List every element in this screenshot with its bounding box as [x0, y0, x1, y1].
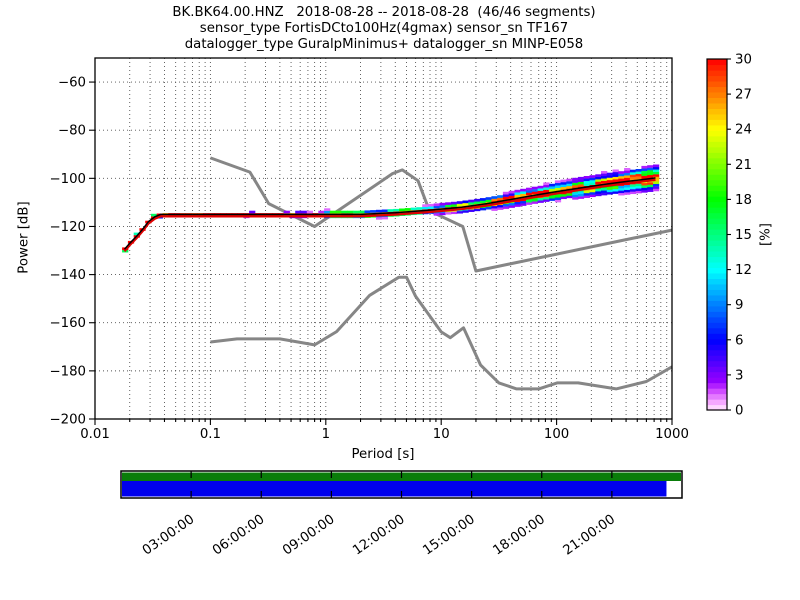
timeline-tick-label: 15:00:00	[420, 512, 478, 559]
nhnm-curve	[209, 156, 673, 273]
y-axis-label: Power [dB]	[16, 201, 32, 274]
y-tick-label: −140	[49, 268, 86, 283]
x-tick-label: 1000	[655, 427, 689, 442]
sensor-subtitle: sensor_type FortisDCto100Hz(4gmax) senso…	[199, 21, 569, 36]
x-tick-label: 1	[322, 427, 330, 442]
timeline-tick-label: 18:00:00	[491, 512, 549, 559]
figure-title: BK.BK64.00.HNZ 2018-08-28 -- 2018-08-28 …	[172, 5, 596, 20]
plot-border	[94, 57, 673, 420]
timeline-tick-label: 12:00:00	[350, 512, 408, 559]
axis-tick-labels: 0.01 0.1 1 10 100 1000 −60 −80 −100 −120 −140 −160 −…	[49, 76, 688, 442]
x-tick-label: 0.01	[80, 427, 110, 442]
timeline-coverage-bar: 03:00:00 06:00:00 09:00:00 12:00:00 15:00:00…	[120, 470, 683, 559]
timeline-data-row	[122, 481, 667, 497]
colorbar-tick-label: 6	[735, 333, 743, 348]
colorbar-tick-label: 3	[735, 368, 743, 383]
axis-ticks	[89, 81, 673, 425]
nlnm-curve	[210, 275, 673, 391]
psd-max-line	[123, 178, 656, 252]
x-tick-label: 10	[433, 427, 450, 442]
noise-model-curves	[209, 156, 673, 391]
colorbar: 0 3 6 9 12 15 18 21 24 27 30	[706, 53, 752, 419]
colorbar-label: [%]	[758, 223, 774, 247]
colorbar-tick-label: 21	[735, 158, 752, 173]
y-tick-label: −120	[49, 220, 86, 235]
y-tick-label: −100	[49, 172, 86, 187]
grid-lines	[94, 58, 673, 419]
colorbar-tick-label: 24	[735, 123, 752, 138]
psd-mode-lines	[123, 177, 656, 252]
y-tick-label: −180	[49, 364, 86, 379]
colorbar-tick-label: 30	[735, 53, 752, 68]
datalogger-subtitle: datalogger_type GuralpMinimus+ datalogge…	[184, 37, 584, 52]
timeline-tick-label: 21:00:00	[561, 512, 619, 559]
y-tick-label: −80	[58, 124, 86, 139]
colorbar-tick-label: 12	[735, 263, 752, 278]
timeline-tick-label: 03:00:00	[140, 512, 198, 559]
y-tick-label: −160	[49, 316, 86, 331]
timeline-tick-label: 06:00:00	[210, 512, 268, 559]
x-axis-label: Period [s]	[351, 447, 415, 462]
psd-histogram	[122, 164, 660, 253]
psd-mode-line	[123, 177, 656, 250]
colorbar-tick-label: 9	[735, 298, 743, 313]
colorbar-tick-label: 15	[735, 228, 752, 243]
x-tick-label: 0.1	[200, 427, 221, 442]
timeline-tick-label: 09:00:00	[280, 512, 338, 559]
colorbar-tick-label: 18	[735, 193, 752, 208]
colorbar-tick-label: 27	[735, 88, 752, 103]
x-tick-label: 100	[544, 427, 569, 442]
y-tick-label: −60	[58, 76, 86, 91]
y-tick-label: −200	[49, 413, 86, 428]
colorbar-tick-label: 0	[735, 404, 743, 419]
